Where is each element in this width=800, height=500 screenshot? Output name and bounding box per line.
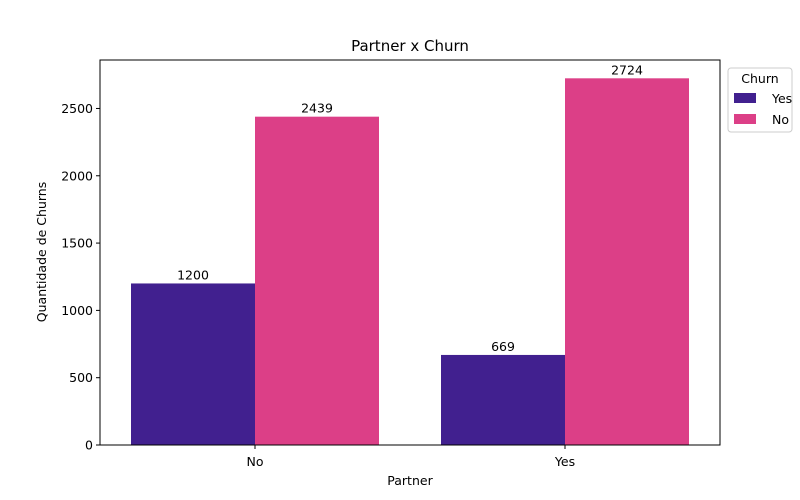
bar-data-label: 2439 <box>301 101 333 116</box>
x-tick-label: Yes <box>554 454 575 469</box>
bar-data-label: 1200 <box>177 267 209 282</box>
bar <box>565 78 689 446</box>
y-tick-label: 2500 <box>61 101 93 116</box>
chart-title: Partner x Churn <box>351 37 469 55</box>
bar-data-label: 669 <box>491 339 515 354</box>
plot-area-frame <box>99 59 721 446</box>
data-labels-group: 1200 2439 669 2724 <box>177 62 643 354</box>
y-tick-label: 0 <box>85 438 93 453</box>
legend-label: Yes <box>771 91 792 106</box>
legend-swatch <box>734 114 756 124</box>
y-tick-label: 1500 <box>61 236 93 251</box>
bar <box>131 283 255 445</box>
x-axis-label: Partner <box>387 473 433 488</box>
x-axis-ticks: No Yes <box>247 445 575 469</box>
legend: Churn Yes No <box>727 67 793 133</box>
y-tick-label: 2000 <box>61 168 93 183</box>
legend-label: No <box>772 112 789 127</box>
legend-title: Churn <box>741 71 778 86</box>
legend-entries: Yes No <box>734 91 792 127</box>
bar <box>255 116 379 445</box>
x-tick-label: No <box>247 454 264 469</box>
y-axis-ticks: 0 500 1000 1500 2000 2500 <box>61 101 100 453</box>
bars-group <box>131 78 689 446</box>
legend-swatch <box>734 93 756 103</box>
y-tick-label: 1000 <box>61 303 93 318</box>
y-tick-label: 500 <box>69 370 93 385</box>
bar-data-label: 2724 <box>611 62 643 77</box>
y-axis-label: Quantidade de Churns <box>34 182 49 322</box>
bar <box>441 354 565 445</box>
